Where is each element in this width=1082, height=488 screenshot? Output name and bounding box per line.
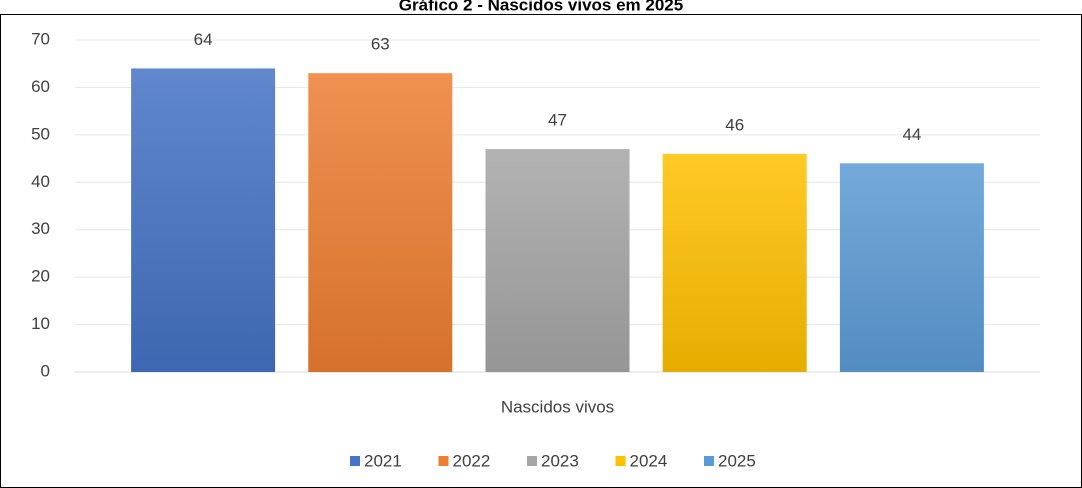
x-tick-label: Nascidos vivos [501,397,614,416]
legend-swatch [438,456,449,466]
legend-swatch [615,456,626,466]
data-label: 46 [725,115,744,134]
bar [131,68,276,372]
bar [662,153,807,372]
legend-label: 2025 [718,451,756,470]
legend-label: 2021 [364,451,402,470]
y-tick-label: 70 [31,29,50,48]
bar [308,73,453,372]
y-tick-label: 0 [41,361,50,380]
data-label: 64 [194,30,213,49]
chart-title: Gráfico 2 - Nascidos vivos em 2025 [399,0,683,14]
data-label: 44 [902,125,921,144]
y-tick-label: 20 [31,267,50,286]
y-tick-label: 30 [31,219,50,238]
y-tick-label: 10 [31,314,50,333]
bar [839,163,984,372]
legend-label: 2023 [541,451,579,470]
data-label: 47 [548,111,567,130]
legend-swatch [350,456,360,466]
y-tick-label: 40 [31,172,50,191]
legend-swatch [527,456,537,466]
bar [485,149,630,372]
data-label: 63 [371,35,390,54]
legend-label: 2024 [630,451,668,470]
legend-swatch [704,456,714,466]
legend-label: 2022 [453,451,491,470]
y-tick-label: 60 [31,77,50,96]
y-tick-label: 50 [31,124,50,143]
